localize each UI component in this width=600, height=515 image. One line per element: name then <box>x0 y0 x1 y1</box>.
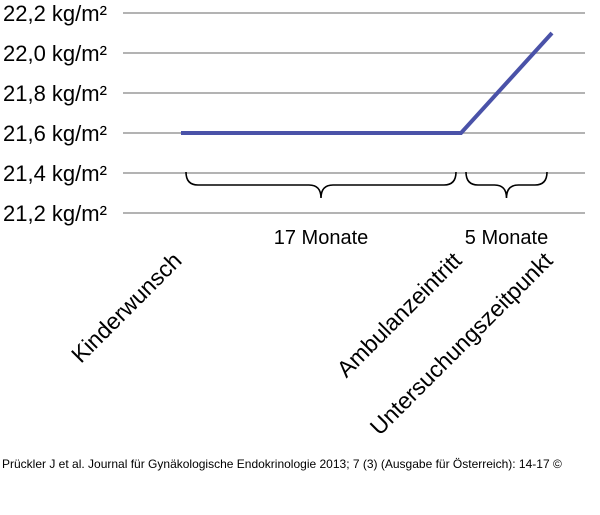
series-lines <box>180 31 554 135</box>
x-category-label: Kinderwunsch <box>66 247 187 368</box>
interval-brace <box>465 171 548 199</box>
x-axis-category-labels: Kinderwunsch AmbulanzeintrittUntersuchung… <box>66 247 558 440</box>
x-category-label: Untersuchungszeitpunkt <box>365 247 558 440</box>
citation-caption: Prückler J et al. Journal für Gynäkologi… <box>2 457 562 471</box>
y-tick-label: 21,8 kg/m² <box>3 81 107 106</box>
interval-braces <box>185 171 548 199</box>
y-tick-label: 21,2 kg/m² <box>3 201 107 226</box>
interval-label: 17 Monate <box>274 227 369 249</box>
y-tick-label: 21,4 kg/m² <box>3 161 107 186</box>
y-tick-label: 22,2 kg/m² <box>3 1 107 26</box>
grid-lines <box>123 12 585 214</box>
y-tick-label: 21,6 kg/m² <box>3 121 107 146</box>
bmi-line-chart: 22,2 kg/m² 22,0 kg/m² 21,8 kg/m² 21,6 kg/m²… <box>3 1 585 440</box>
y-axis-tick-labels: 22,2 kg/m² 22,0 kg/m² 21,8 kg/m² 21,6 kg/m²… <box>3 1 107 226</box>
y-tick-label: 22,0 kg/m² <box>3 41 107 66</box>
series-line <box>181 31 554 135</box>
interval-labels: 17 Monate 5 Monate <box>274 227 548 249</box>
interval-brace <box>185 171 457 199</box>
interval-label: 5 Monate <box>465 227 548 249</box>
